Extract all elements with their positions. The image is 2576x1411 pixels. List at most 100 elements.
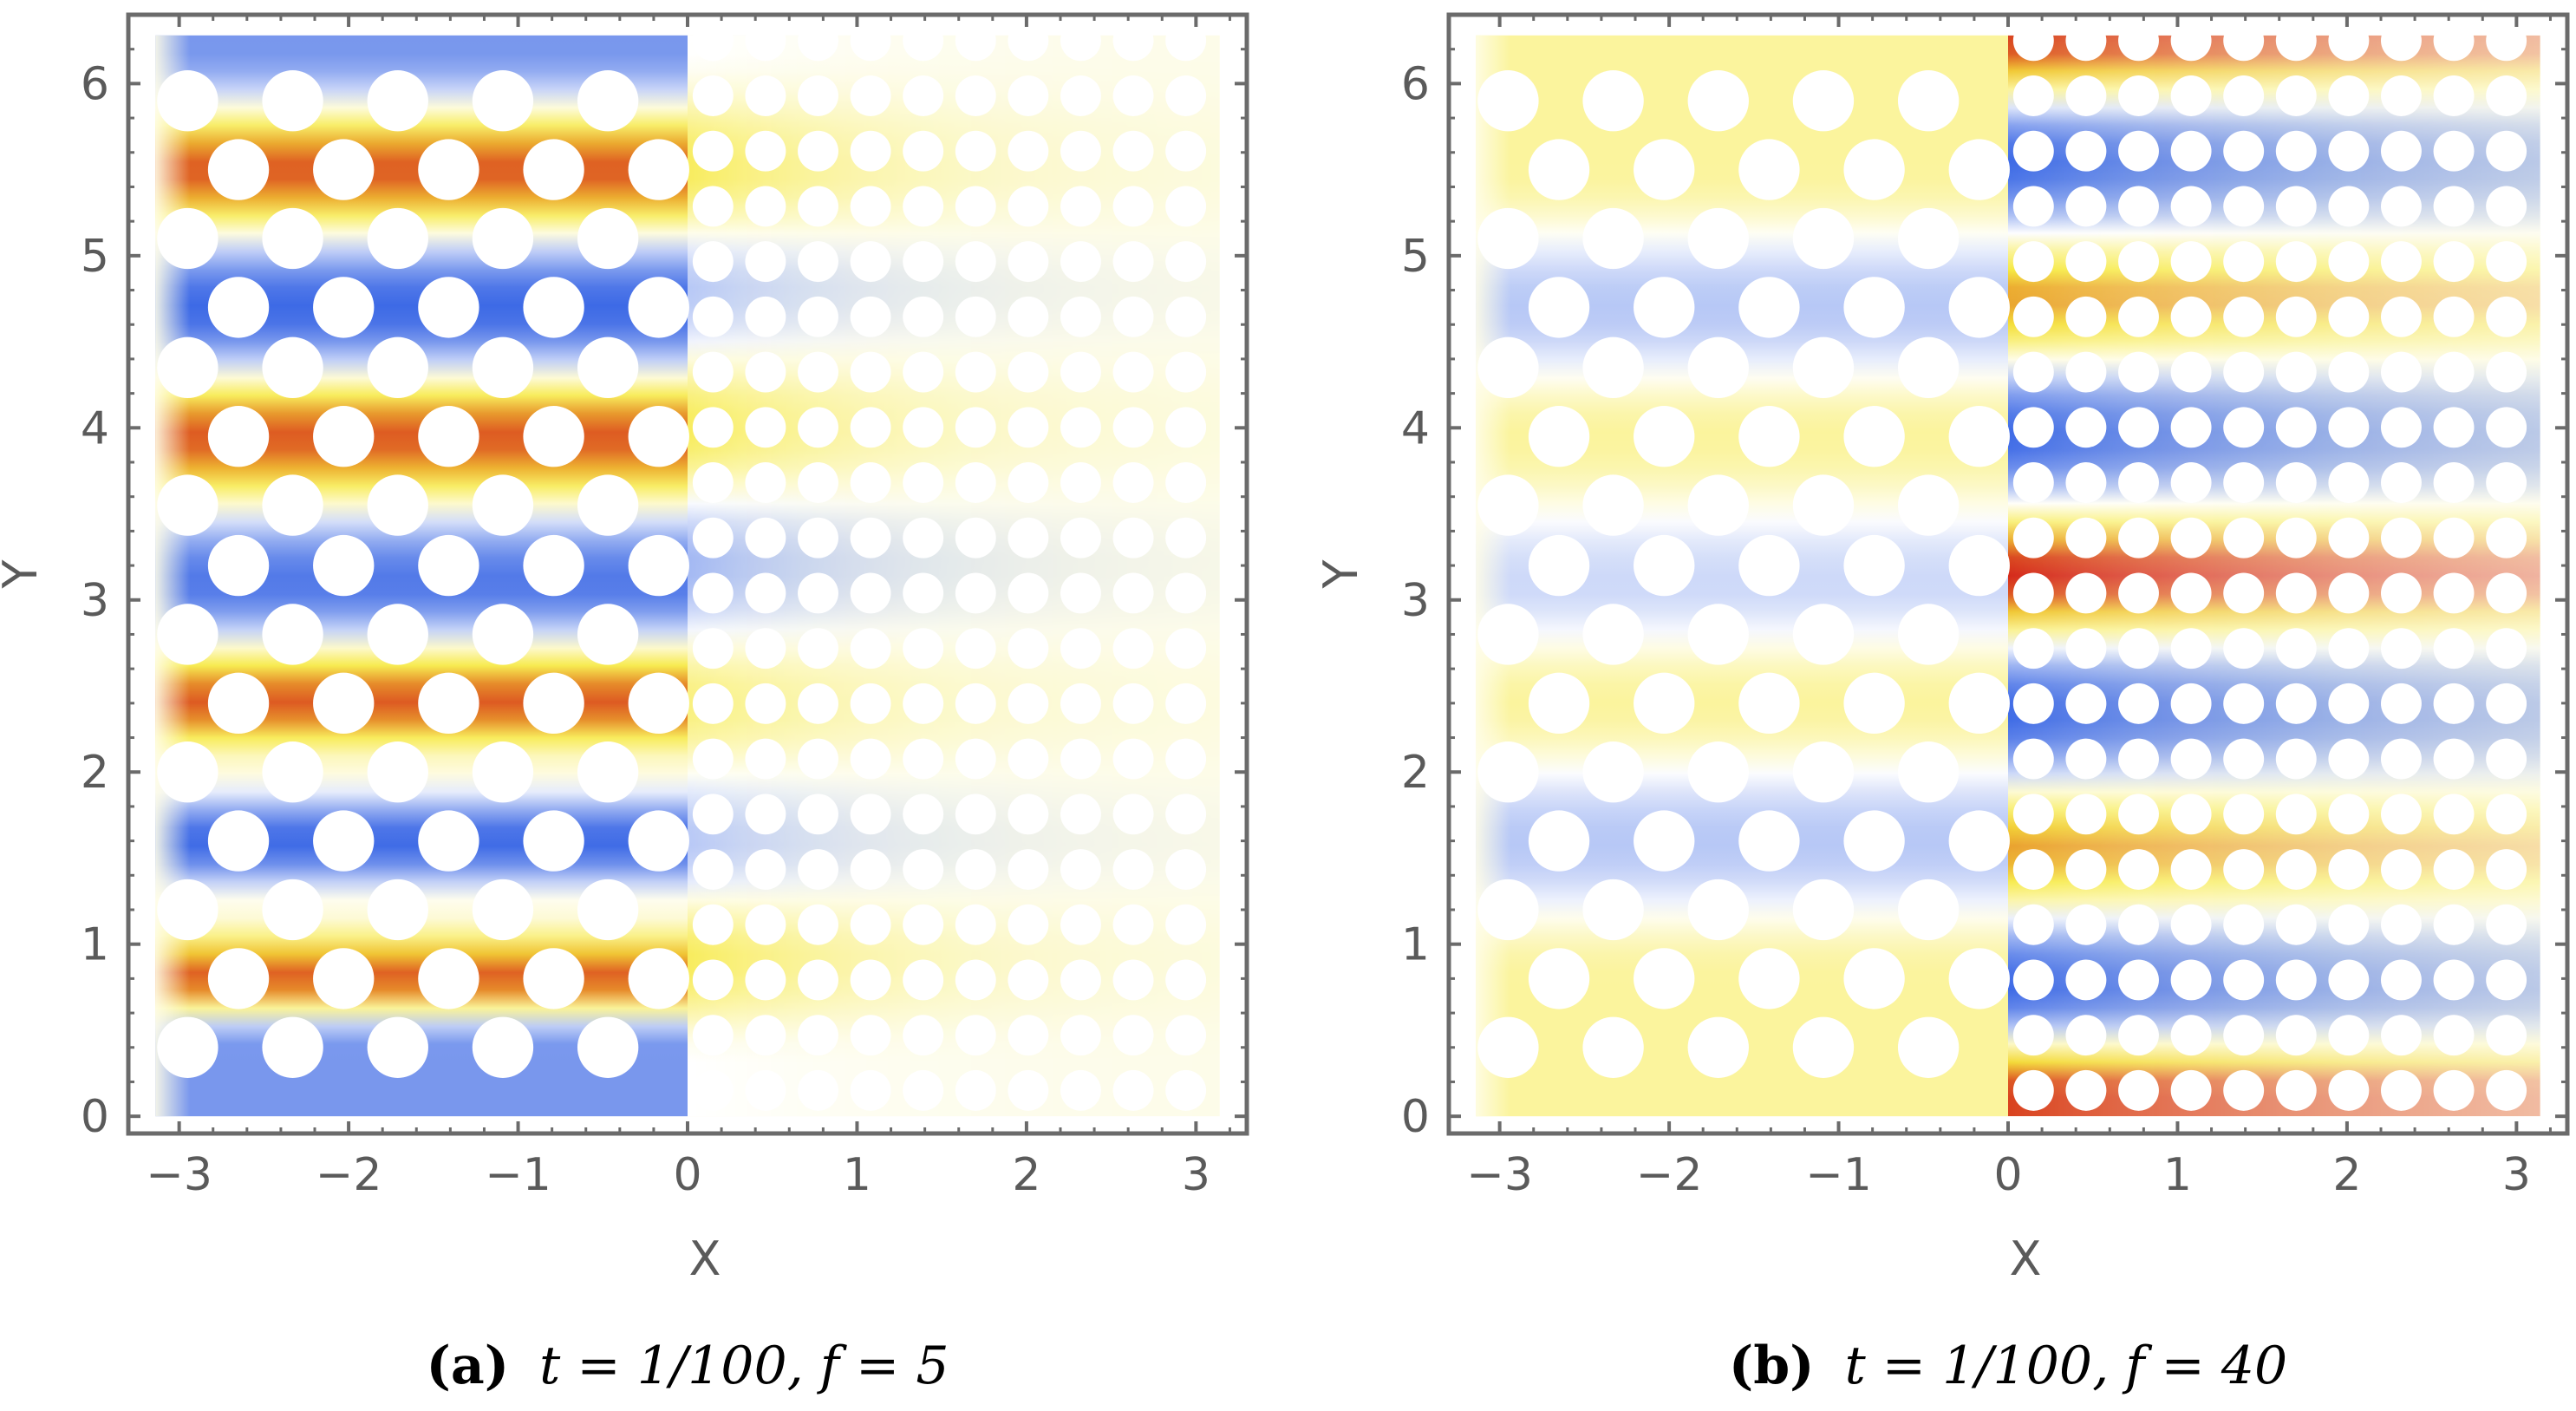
axis-ticks	[1449, 13, 2567, 1133]
panel-b: −3 −2 −1 0 1 2 3 0 1 2 3 4 5 6 X Y (b) t = 1/100, f =…	[1314, 12, 2570, 1396]
small-pore	[2065, 517, 2107, 559]
small-pore	[2328, 572, 2370, 614]
small-pore	[1008, 130, 1049, 172]
y-tick-label: 5	[1401, 231, 1430, 283]
small-pore	[2223, 130, 2265, 172]
large-pore	[1477, 70, 1539, 132]
large-pore	[313, 948, 375, 1009]
small-pore	[745, 1015, 786, 1056]
large-pore	[1634, 948, 1695, 1009]
small-pore	[2486, 517, 2527, 559]
small-pore	[2170, 738, 2212, 780]
small-pore	[903, 1015, 944, 1056]
small-pore	[2223, 794, 2265, 835]
y-tick-label: 2	[81, 747, 109, 799]
large-pore	[1582, 741, 1644, 803]
small-pore	[1165, 904, 1207, 945]
small-pore	[955, 20, 996, 62]
small-pore	[2223, 683, 2265, 724]
small-pore	[2486, 1069, 2527, 1111]
small-pore	[1165, 407, 1207, 448]
large-pore	[1634, 534, 1695, 597]
x-tick-label: 2	[1012, 1149, 1040, 1201]
large-pore	[577, 70, 639, 132]
small-pore	[2328, 296, 2370, 337]
large-pore	[313, 139, 375, 200]
small-pore	[850, 351, 891, 393]
large-pore	[472, 70, 534, 132]
large-pore	[1792, 879, 1855, 941]
small-pore	[2118, 186, 2159, 227]
small-pore	[1165, 849, 1207, 890]
large-pore	[1738, 534, 1800, 597]
small-pore	[2433, 628, 2475, 670]
edge-fade	[1476, 35, 1511, 1117]
large-pore	[472, 336, 534, 399]
large-pore	[1477, 336, 1539, 399]
small-pore	[2012, 849, 2054, 890]
small-pore	[1060, 1015, 1101, 1056]
small-pore	[2223, 1015, 2265, 1056]
small-pore	[2118, 351, 2159, 393]
small-pore	[1165, 959, 1207, 1001]
y-tick-label: 6	[1401, 58, 1430, 110]
small-pore	[850, 738, 891, 780]
small-pore	[2223, 296, 2265, 337]
small-pore	[2275, 407, 2317, 448]
small-pore	[2170, 849, 2212, 890]
large-pore	[577, 879, 639, 941]
small-pore	[2433, 407, 2475, 448]
small-pore	[2012, 1069, 2054, 1111]
large-pore	[207, 139, 270, 200]
small-pore	[2118, 683, 2159, 724]
small-pore	[2223, 959, 2265, 1001]
small-pore	[2223, 738, 2265, 780]
small-pore	[2065, 628, 2107, 670]
small-pore	[955, 186, 996, 227]
small-pore	[2012, 75, 2054, 116]
large-pore	[1738, 810, 1800, 872]
large-pore	[1634, 406, 1695, 467]
small-pore	[692, 904, 734, 945]
large-pore	[1687, 207, 1749, 270]
small-pore	[2328, 20, 2370, 62]
small-pore	[2012, 683, 2054, 724]
small-pore	[2433, 794, 2475, 835]
small-pore	[2328, 186, 2370, 227]
small-pore	[2012, 517, 2054, 559]
small-pore	[2012, 794, 2054, 835]
edge-fade	[155, 35, 191, 1117]
large-pore	[418, 672, 479, 735]
large-pore	[1897, 336, 1960, 399]
small-pore	[2433, 20, 2475, 62]
small-pore	[745, 794, 786, 835]
small-pore	[798, 572, 838, 614]
small-pore	[2381, 959, 2422, 1001]
large-pore	[472, 474, 534, 536]
y-tick-label: 5	[81, 231, 109, 283]
small-pore	[692, 683, 734, 724]
small-pore	[1060, 462, 1101, 503]
small-pore	[2223, 186, 2265, 227]
small-pore	[903, 296, 944, 337]
large-pore	[472, 879, 534, 941]
large-pore	[628, 139, 689, 200]
small-pore	[2486, 904, 2527, 945]
small-pore	[745, 959, 786, 1001]
small-pore	[2118, 1069, 2159, 1111]
small-pore	[798, 517, 838, 559]
small-pore	[1112, 628, 1154, 670]
large-pore	[472, 604, 534, 665]
small-pore	[798, 1015, 838, 1056]
small-pore	[692, 296, 734, 337]
small-pore	[2381, 75, 2422, 116]
large-pore	[262, 474, 323, 536]
large-pore	[1582, 879, 1644, 941]
large-pore	[1948, 810, 2010, 872]
small-pore	[2118, 407, 2159, 448]
large-pore	[1792, 336, 1855, 399]
small-pore	[2486, 20, 2527, 62]
axis-ticks	[128, 13, 1247, 1133]
large-pore	[1687, 604, 1749, 665]
large-pore	[1738, 948, 1800, 1009]
